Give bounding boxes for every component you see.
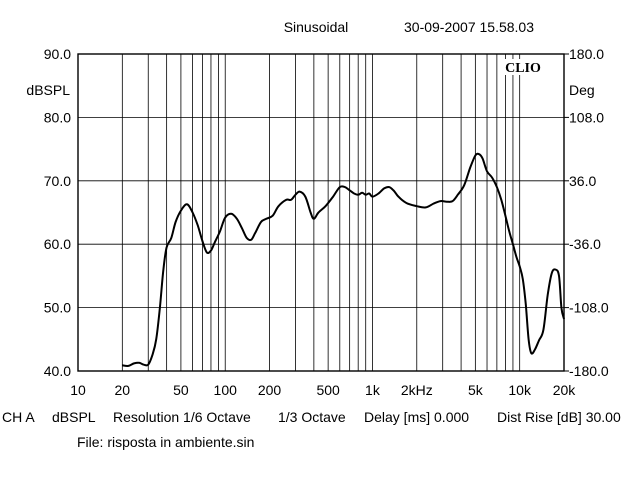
clio-logo: CLIO: [505, 61, 541, 76]
y-axis-right-label: Deg: [569, 82, 595, 98]
header-mode: Sinusoidal: [284, 19, 349, 35]
grid: [78, 54, 564, 371]
x-tick-label: 500: [316, 382, 340, 398]
y-left-tick-label: 50.0: [44, 300, 71, 316]
plot-frame: [77, 53, 565, 372]
y-left-tick-label: 40.0: [44, 363, 71, 379]
y-right-tick-label: -180.0: [569, 363, 609, 379]
footer-channel: CH A: [2, 409, 35, 425]
y-right-tick-label: 36.0: [569, 173, 596, 189]
x-tick-label: 1k: [365, 382, 381, 398]
y-right-tick-label: 180.0: [569, 46, 604, 62]
y-left-tick-label: 80.0: [44, 109, 71, 125]
x-tick-label: 5k: [468, 382, 484, 398]
y-axis-right-ticks: 180.0 108.0 36.0 -36.0 -108.0 -180.0: [564, 46, 609, 379]
y-left-tick-label: 90.0: [44, 46, 71, 62]
x-tick-label: 2kHz: [401, 382, 433, 398]
x-tick-label: 200: [258, 382, 282, 398]
footer-delay: Delay [ms] 0.000: [364, 409, 469, 425]
x-tick-label: 20k: [553, 382, 577, 398]
y-left-tick-label: 60.0: [44, 236, 71, 252]
x-tick-label: 50: [173, 382, 189, 398]
footer-unit: dBSPL: [52, 409, 96, 425]
y-axis-left-ticks: 90.0 80.0 70.0 60.0 50.0 40.0: [44, 46, 71, 379]
header-timestamp: 30-09-2007 15.58.03: [404, 19, 534, 35]
x-tick-label: 20: [115, 382, 131, 398]
footer-smoothing: 1/3 Octave: [278, 409, 346, 425]
x-tick-label: 10k: [508, 382, 532, 398]
footer-file: File: risposta in ambiente.sin: [77, 434, 254, 450]
y-right-tick-label: -108.0: [569, 300, 609, 316]
x-tick-label: 10: [70, 382, 86, 398]
footer: CH A dBSPL Resolution 1/6 Octave 1/3 Oct…: [2, 409, 621, 450]
footer-dist-rise: Dist Rise [dB] 30.00: [497, 409, 621, 425]
footer-resolution: Resolution 1/6 Octave: [113, 409, 251, 425]
x-axis-ticks: 10 20 50 100 200 500 1k 2kHz 5k 10k 20k: [70, 382, 576, 398]
brand-backdrop: [500, 59, 546, 75]
spl-response-curve: [122, 152, 565, 367]
y-axis-left-label: dBSPL: [26, 82, 70, 98]
x-tick-label: 100: [214, 382, 238, 398]
y-right-tick-label: -36.0: [569, 236, 601, 252]
y-right-tick-label: 108.0: [569, 109, 604, 125]
y-left-tick-label: 70.0: [44, 173, 71, 189]
